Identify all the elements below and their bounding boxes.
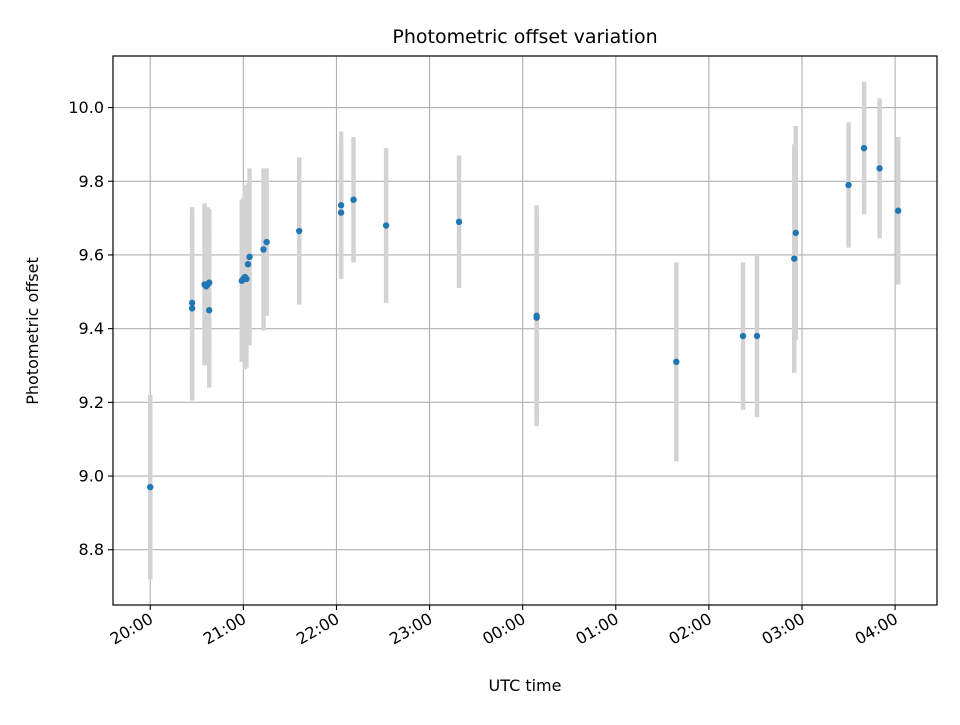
y-tick-label: 8.8 bbox=[79, 540, 104, 559]
data-point bbox=[337, 209, 345, 216]
y-axis-label: Photometric offset bbox=[23, 257, 42, 405]
data-point bbox=[296, 227, 303, 235]
y-axis-ticks: 8.8 9.0 9.2 9.4 9.6 9.8 10.0 bbox=[68, 98, 113, 559]
data-point bbox=[243, 275, 250, 283]
y-tick-label: 10.0 bbox=[68, 98, 104, 117]
data-point bbox=[792, 229, 799, 237]
y-tick-label: 9.6 bbox=[79, 245, 104, 264]
data-point bbox=[533, 314, 540, 321]
x-axis-ticks: 20:00 21:00 22:00 23:00 00:00 01:00 02:00 03:00… bbox=[107, 605, 901, 649]
x-axis-label: UTC time bbox=[489, 676, 562, 695]
data-point bbox=[753, 332, 761, 340]
data-point bbox=[244, 260, 252, 268]
y-tick-label: 9.4 bbox=[79, 319, 104, 338]
x-tick-label: 22:00 bbox=[293, 609, 342, 649]
x-tick-label: 00:00 bbox=[479, 609, 528, 649]
data-point bbox=[739, 332, 747, 340]
data-points bbox=[147, 144, 902, 491]
data-point bbox=[455, 218, 463, 226]
data-point bbox=[791, 255, 798, 262]
x-tick-label: 01:00 bbox=[572, 609, 621, 649]
data-point bbox=[350, 196, 357, 203]
plot-frame bbox=[112, 55, 938, 606]
x-tick-label: 02:00 bbox=[665, 609, 714, 649]
y-tick-label: 9.0 bbox=[79, 467, 104, 486]
x-tick-label: 20:00 bbox=[107, 609, 156, 649]
data-point bbox=[188, 299, 196, 307]
y-tick-label: 9.2 bbox=[79, 393, 104, 412]
data-point bbox=[206, 307, 213, 314]
grid bbox=[113, 56, 937, 605]
data-point bbox=[895, 207, 902, 214]
data-point bbox=[876, 165, 883, 172]
x-tick-label: 04:00 bbox=[852, 609, 901, 649]
error-bars bbox=[147, 81, 901, 580]
x-tick-label: 23:00 bbox=[386, 609, 435, 649]
data-point bbox=[845, 181, 852, 189]
data-point bbox=[260, 246, 267, 253]
data-point bbox=[206, 279, 213, 286]
data-point bbox=[337, 202, 345, 209]
data-point bbox=[147, 483, 154, 491]
x-tick-label: 21:00 bbox=[200, 609, 249, 649]
data-point bbox=[673, 358, 680, 366]
data-point bbox=[382, 222, 390, 229]
x-tick-label: 03:00 bbox=[759, 609, 808, 649]
data-point bbox=[263, 238, 270, 246]
y-tick-label: 9.8 bbox=[79, 172, 104, 191]
data-point bbox=[188, 305, 196, 312]
data-point bbox=[860, 144, 868, 152]
data-point bbox=[246, 253, 253, 261]
chart-title: Photometric offset variation bbox=[392, 26, 657, 48]
